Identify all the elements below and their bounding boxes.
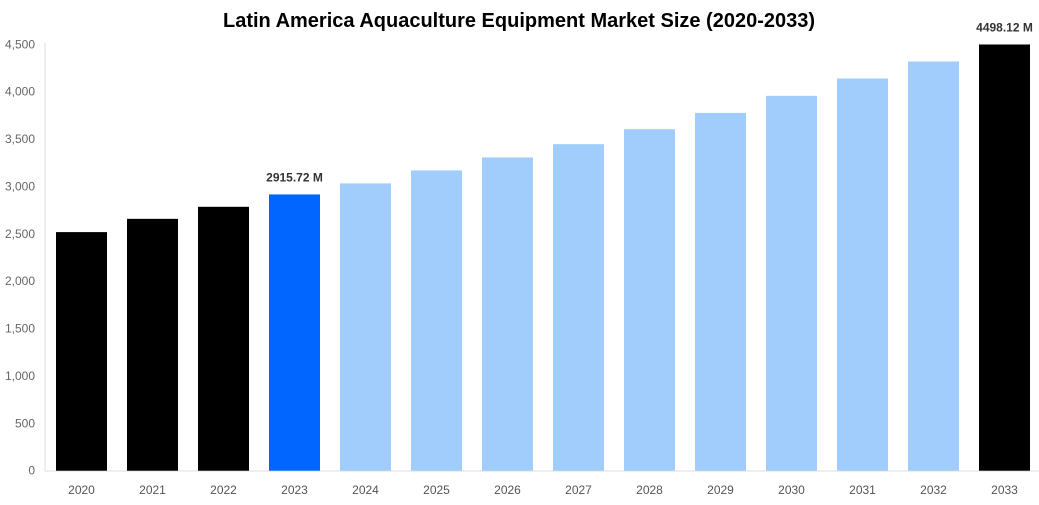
y-tick-label: 1,000: [5, 369, 35, 383]
y-tick-label: 500: [15, 416, 35, 430]
bar-2032: [908, 61, 959, 471]
bar-2031: [837, 78, 888, 471]
y-tick-label: 2,500: [5, 227, 35, 241]
bar-2028: [624, 129, 675, 471]
bar-2021: [127, 218, 178, 471]
bar-2026: [482, 157, 533, 471]
x-tick-label: 2025: [423, 483, 450, 497]
y-tick-label: 4,000: [5, 85, 35, 99]
bar-2027: [553, 144, 604, 471]
bar-2024: [340, 183, 391, 471]
x-tick-label: 2031: [849, 483, 876, 497]
chart-title: Latin America Aquaculture Equipment Mark…: [223, 10, 815, 32]
x-tick-label: 2033: [991, 483, 1018, 497]
bar-2033: [979, 44, 1030, 471]
x-tick-label: 2022: [210, 483, 237, 497]
data-label: 4498.12 M: [976, 20, 1033, 34]
data-label: 2915.72 M: [266, 170, 323, 184]
y-tick-label: 3,000: [5, 179, 35, 193]
bar-2030: [766, 95, 817, 471]
x-tick-label: 2026: [494, 483, 521, 497]
y-tick-label: 1,500: [5, 322, 35, 336]
y-tick-label: 4,500: [5, 37, 35, 51]
bar-2029: [695, 112, 746, 471]
y-tick-label: 0: [28, 464, 35, 478]
y-tick-label: 3,500: [5, 132, 35, 146]
x-tick-label: 2021: [139, 483, 166, 497]
x-tick-label: 2032: [920, 483, 947, 497]
x-tick-label: 2029: [707, 483, 734, 497]
x-tick-label: 2023: [281, 483, 308, 497]
bar-2022: [198, 206, 249, 471]
x-tick-label: 2024: [352, 483, 379, 497]
bar-2023: [269, 194, 320, 471]
x-tick-label: 2020: [68, 483, 95, 497]
y-tick-label: 2,000: [5, 274, 35, 288]
x-tick-label: 2030: [778, 483, 805, 497]
bar-2025: [411, 170, 462, 471]
x-tick-label: 2027: [565, 483, 592, 497]
x-tick-label: 2028: [636, 483, 663, 497]
bar-2020: [56, 232, 107, 471]
